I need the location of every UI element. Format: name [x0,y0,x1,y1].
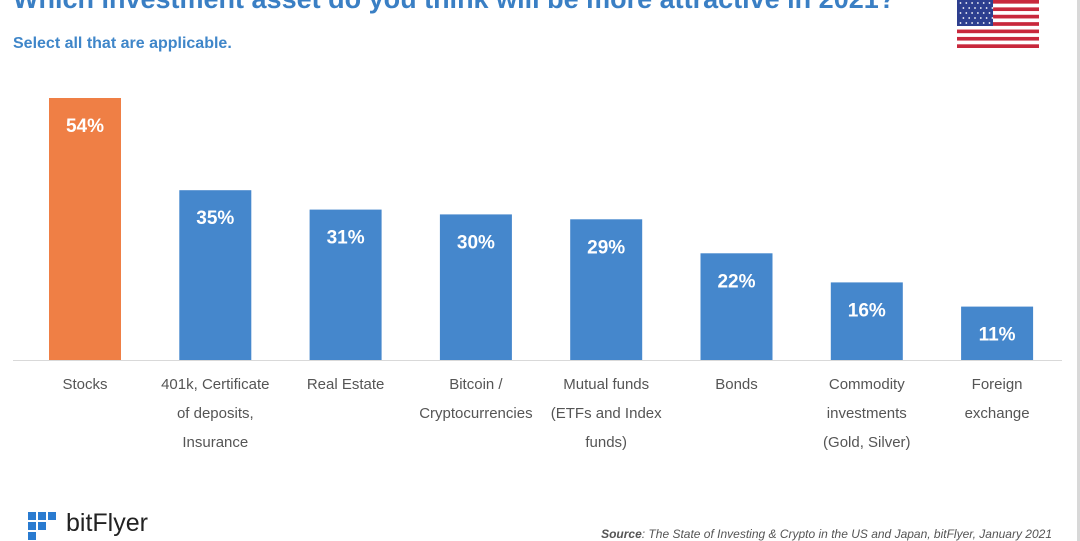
data-label-0: 54% [66,116,104,137]
category-label-4-line-0: Mutual funds [563,376,649,393]
bitflyer-logo-icon [28,512,56,540]
bar-6 [830,282,903,360]
bar-3 [439,214,512,360]
data-label-5: 22% [717,271,755,292]
data-label-6: 16% [848,300,886,321]
category-label-0-line-0: Stocks [62,376,107,393]
bar-7 [961,306,1034,360]
bar-4 [570,219,643,360]
data-label-1: 35% [196,208,234,229]
source-label: Source [601,527,642,541]
category-label-4-line-2: funds) [585,434,627,451]
chart-subtitle: Select all that are applicable. [13,35,232,52]
chart-title: Which investment asset do you think will… [13,0,895,15]
data-label-3: 30% [457,232,495,253]
category-label-4-line-1: (ETFs and Index [551,405,662,422]
bar-chart: 54% Stocks 35% 401k, Certificate of deposits… [13,98,1062,451]
category-label-6-line-2: (Gold, Silver) [823,434,911,451]
source-note: Source: The State of Investing & Crypto … [601,527,1052,541]
bar-1 [179,190,252,360]
category-label-7-line-0: Foreign [972,376,1023,393]
category-label-7-line-1: exchange [965,405,1030,422]
us-flag-icon [957,0,1039,48]
category-label-6-line-1: investments [827,405,907,422]
brand-name: bitFlyer [66,509,148,537]
category-label-1-line-1: of deposits, [177,405,254,422]
data-label-4: 29% [587,237,625,258]
category-label-2-line-0: Real Estate [307,376,385,393]
bar-2 [309,209,382,360]
data-label-7: 11% [979,325,1016,346]
source-text: : The State of Investing & Crypto in the… [641,527,1052,541]
bar-0 [49,98,121,360]
data-label-2: 31% [327,228,365,249]
category-label-5-line-0: Bonds [715,376,758,393]
category-label-3-line-0: Bitcoin / [449,376,503,393]
category-label-1-line-2: Insurance [182,434,248,451]
bar-5 [700,253,773,360]
category-label-1-line-0: 401k, Certificate [161,376,269,393]
category-label-3-line-1: Cryptocurrencies [419,405,532,422]
category-label-6-line-0: Commodity [829,376,905,393]
frame-edge [1077,0,1080,541]
